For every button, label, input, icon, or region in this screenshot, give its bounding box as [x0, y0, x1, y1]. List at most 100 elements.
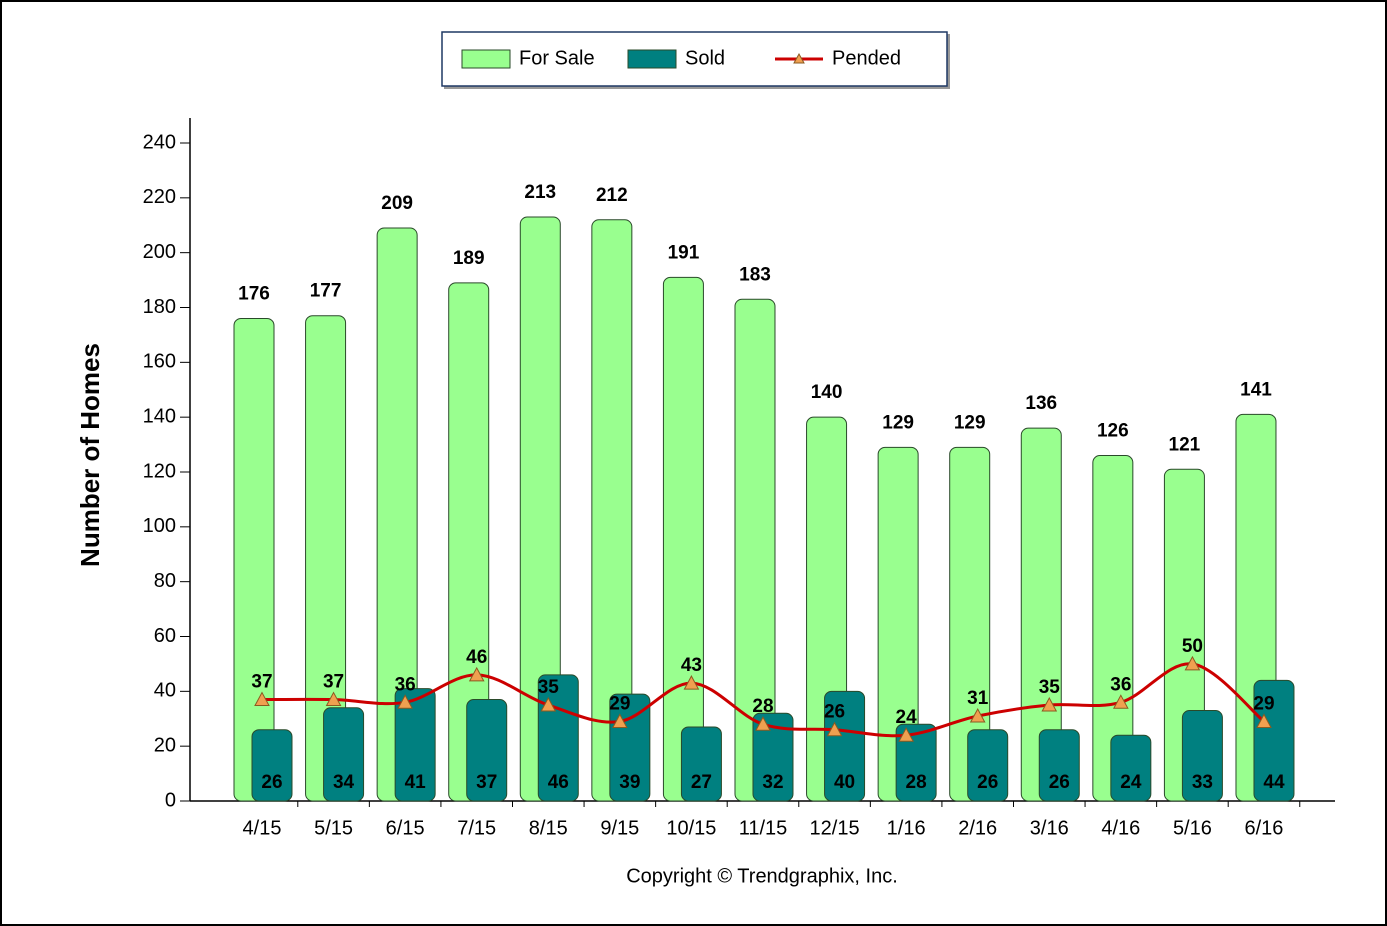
y-tick-label: 220	[143, 186, 176, 208]
bar-label: 32	[762, 772, 783, 793]
point-label: 31	[967, 688, 989, 709]
bar-label: 26	[977, 772, 998, 793]
bar	[877, 446, 919, 802]
point-label: 36	[1110, 674, 1131, 695]
point-label: 29	[1253, 694, 1274, 715]
bar-label: 27	[691, 772, 712, 793]
marker	[683, 675, 700, 690]
bar-label: 177	[310, 281, 342, 302]
y-tick-label: 20	[154, 734, 176, 756]
bar	[376, 227, 418, 802]
bar	[466, 699, 508, 802]
bar-label: 46	[548, 772, 569, 793]
y-tick-label: 240	[143, 131, 176, 153]
point-label: 35	[1039, 677, 1061, 698]
marker	[1041, 696, 1058, 712]
bar-label: 24	[1120, 772, 1142, 793]
point-label: 46	[466, 647, 487, 668]
bar	[251, 729, 293, 802]
bar-label: 136	[1025, 393, 1057, 414]
bar-label: 37	[476, 772, 497, 793]
bar-label: 141	[1240, 379, 1272, 400]
x-tick-label: 3/16	[1030, 817, 1069, 839]
bar-label: 26	[1049, 772, 1070, 793]
marker	[254, 691, 270, 707]
y-tick-label: 140	[143, 405, 176, 427]
bar	[1038, 729, 1080, 802]
bar	[305, 315, 347, 802]
bar	[519, 216, 561, 802]
marker	[397, 694, 413, 709]
bar	[895, 723, 937, 802]
y-tick-label: 100	[143, 515, 176, 537]
point-label: 43	[681, 655, 702, 676]
marker	[826, 721, 843, 737]
x-tick-label: 12/15	[810, 817, 860, 839]
marker	[755, 716, 771, 731]
marker	[969, 707, 986, 723]
x-tick-label: 6/15	[386, 817, 425, 839]
bar-label: 41	[405, 772, 427, 793]
point-label: 37	[323, 672, 344, 693]
bar-label: 121	[1169, 434, 1201, 455]
point-label: 26	[824, 702, 845, 723]
bar-label: 26	[261, 772, 282, 793]
bar	[662, 276, 704, 802]
bar	[323, 707, 365, 802]
marker	[325, 691, 342, 707]
legend-marker	[793, 52, 805, 64]
bar-label: 33	[1192, 772, 1213, 793]
bar	[233, 317, 275, 802]
bar	[680, 726, 722, 802]
bar	[734, 298, 776, 802]
legend-swatch	[461, 49, 511, 69]
bar-label: 176	[238, 283, 270, 304]
y-tick-label: 0	[165, 789, 176, 811]
y-tick-label: 180	[143, 296, 176, 318]
marker	[468, 666, 485, 682]
bar	[967, 729, 1009, 802]
y-tick-label: 80	[154, 570, 176, 592]
y-tick-label: 60	[154, 625, 176, 647]
y-tick-label: 40	[154, 680, 176, 702]
marker	[540, 696, 557, 712]
marker	[612, 713, 628, 728]
bar	[394, 688, 436, 802]
bar	[752, 712, 794, 802]
bar-label: 213	[524, 182, 556, 203]
legend	[441, 31, 948, 87]
bar	[1181, 710, 1223, 802]
point-label: 24	[896, 707, 918, 728]
bar-label: 129	[882, 412, 914, 433]
x-tick-label: 2/16	[958, 817, 997, 839]
point-label: 28	[752, 696, 773, 717]
bar-label: 183	[739, 264, 771, 285]
point-label: 29	[609, 694, 630, 715]
bar-label: 189	[453, 248, 485, 269]
x-tick-label: 9/15	[600, 817, 639, 839]
x-tick-label: 5/16	[1173, 817, 1212, 839]
bar-label: 212	[596, 185, 628, 206]
point-label: 37	[251, 672, 272, 693]
y-tick-label: 200	[143, 241, 176, 263]
bar-label: 191	[668, 242, 700, 263]
y-tick-label: 120	[143, 460, 176, 482]
bar	[1110, 734, 1152, 802]
legend-swatch	[627, 49, 677, 69]
point-label: 50	[1182, 636, 1203, 657]
bar-label: 44	[1263, 772, 1285, 793]
marker	[1256, 713, 1272, 728]
x-tick-label: 7/15	[457, 817, 496, 839]
x-tick-label: 4/16	[1101, 817, 1140, 839]
bar-label: 39	[619, 772, 640, 793]
bar-label: 28	[906, 772, 927, 793]
legend-label: For Sale	[519, 47, 595, 69]
bar-label: 209	[381, 193, 413, 214]
bar-label: 129	[954, 412, 986, 433]
bar	[1253, 679, 1295, 802]
x-tick-label: 8/15	[529, 817, 568, 839]
bar	[591, 219, 633, 802]
x-tick-label: 1/16	[887, 817, 926, 839]
bar-label: 34	[333, 772, 355, 793]
